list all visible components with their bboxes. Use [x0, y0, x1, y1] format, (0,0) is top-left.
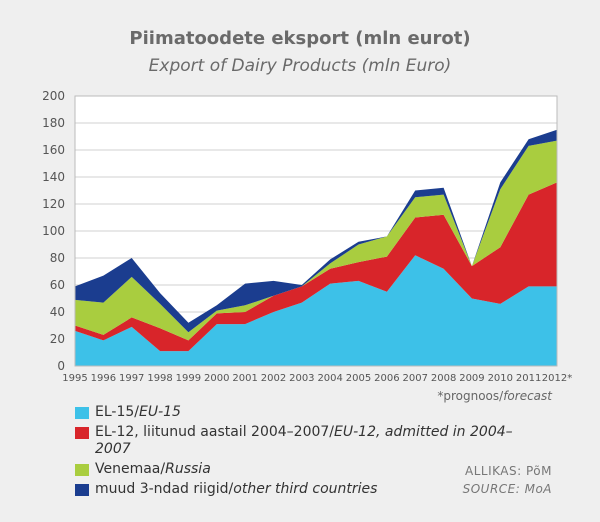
y-tick-label: 100 [42, 224, 65, 238]
legend-label: Venemaa/ [95, 461, 166, 477]
y-tick-label: 160 [42, 143, 65, 157]
legend-swatch-eu15 [75, 407, 89, 419]
forecast-note: *prognoos/forecast [437, 389, 552, 403]
y-tick-label: 120 [42, 197, 65, 211]
forecast-note-et: *prognoos/ [437, 389, 504, 403]
x-tick-label: 1999 [176, 373, 201, 384]
y-tick-label: 200 [42, 89, 65, 103]
legend-label-italic: EU-12, admitted in 2004–2007 [95, 424, 513, 457]
x-tick-label: 2000 [204, 373, 229, 384]
series-area-2 [75, 140, 557, 341]
y-tick-label: 180 [42, 116, 65, 130]
source-line-et: ALLIKAS: PõM [465, 464, 552, 478]
chart-subtitle: Export of Dairy Products (mln Euro) [148, 56, 452, 76]
legend-label: muud 3-ndad riigid/ [95, 481, 234, 497]
legend-swatch-other [75, 484, 89, 496]
legend-item-russia: Venemaa/Russia [75, 461, 535, 478]
y-tick-label: 20 [50, 332, 65, 346]
x-tick-label: 1995 [62, 373, 87, 384]
series-area-0 [75, 255, 557, 366]
legend-swatch-russia [75, 464, 89, 476]
x-tick-label: 1997 [119, 373, 144, 384]
x-tick-label: 2001 [232, 373, 257, 384]
x-tick-label: 2010 [488, 373, 513, 384]
legend-swatch-eu12 [75, 427, 89, 439]
x-tick-label: 2009 [459, 373, 484, 384]
legend-label-italic: other third countries [233, 481, 378, 497]
legend-label: EL-15/ [95, 404, 139, 420]
legend-item-eu12: EL-12, liitunud aastail 2004–2007/EU-12,… [75, 424, 535, 458]
y-tick-label: 60 [50, 278, 65, 292]
source-line-en: SOURCE: MoA [462, 482, 552, 496]
y-tick-label: 80 [50, 251, 65, 265]
y-tick-label: 140 [42, 170, 65, 184]
legend-label-italic: EU-15 [138, 404, 181, 420]
x-tick-label: 1996 [91, 373, 116, 384]
y-tick-label: 0 [57, 359, 65, 373]
source-credit: ALLIKAS: PõM SOURCE: MoA [463, 462, 552, 498]
legend: EL-15/EU-15 EL-12, liitunud aastail 2004… [75, 404, 535, 501]
plot-border [74, 95, 558, 367]
x-tick-label: 2006 [374, 373, 399, 384]
x-tick-label: 2004 [317, 373, 342, 384]
legend-label-italic: Russia [165, 461, 211, 477]
forecast-note-en: forecast [503, 389, 552, 403]
series-area-1 [75, 182, 557, 352]
x-tick-label: 2011 [516, 373, 541, 384]
x-tick-label: 2002 [261, 373, 286, 384]
chart-title: Piimatoodete eksport (mln eurot) [129, 28, 471, 49]
x-tick-label: 2008 [431, 373, 456, 384]
legend-item-eu15: EL-15/EU-15 [75, 404, 535, 421]
x-tick-label: 2007 [403, 373, 428, 384]
legend-label: EL-12, liitunud aastail 2004–2007/ [95, 424, 335, 440]
y-tick-label: 40 [50, 305, 65, 319]
x-tick-label: 2005 [346, 373, 371, 384]
x-tick-label: 2003 [289, 373, 314, 384]
x-tick-label: 2012* [542, 373, 572, 384]
legend-item-other: muud 3-ndad riigid/other third countries [75, 481, 535, 498]
x-tick-label: 1998 [147, 373, 172, 384]
